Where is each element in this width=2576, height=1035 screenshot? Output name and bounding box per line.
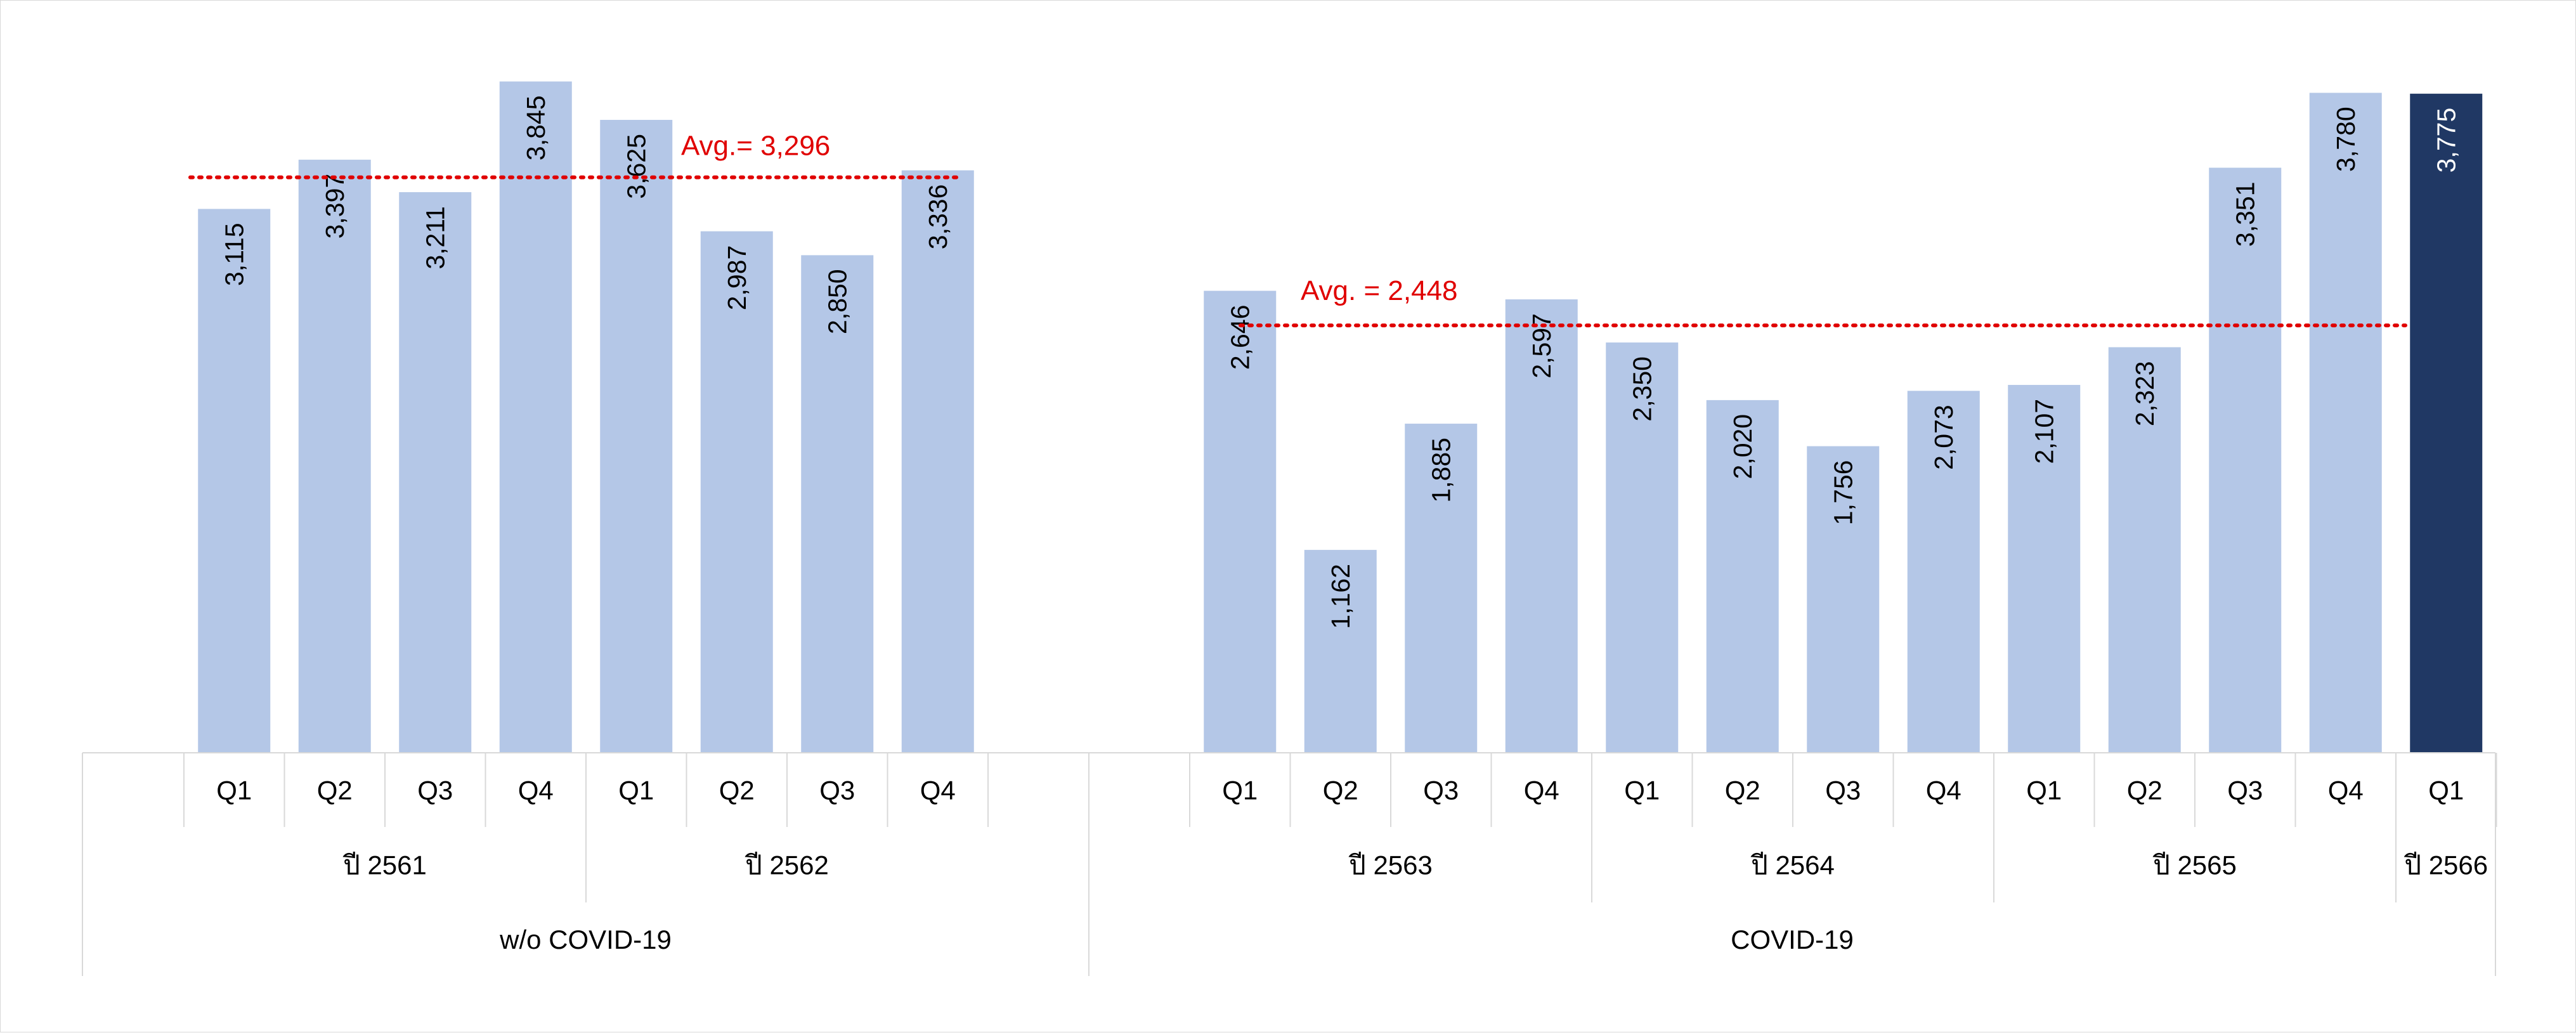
year-label: ปี 2566 [2404, 850, 2488, 880]
bar [499, 81, 572, 753]
bar [1405, 424, 1478, 753]
bar-value-label: 1,162 [1326, 564, 1355, 629]
bar-value-label: 3,336 [923, 185, 953, 250]
bar-value-label: 2,073 [1929, 405, 1958, 470]
bar-value-label: 3,211 [420, 206, 450, 270]
bar [901, 170, 974, 753]
bar [2209, 167, 2282, 753]
bar [198, 209, 271, 753]
period-label: COVID-19 [1731, 925, 1854, 954]
bar [700, 231, 773, 753]
bar [2008, 384, 2081, 753]
bar [1807, 446, 1880, 753]
average-label: Avg.= 3,296 [681, 131, 830, 162]
bar [600, 120, 673, 753]
average-lines-group: Avg.= 3,296 Avg. = 2,448 [188, 131, 2407, 328]
bar [1606, 342, 1679, 753]
year-label: ปี 2563 [1348, 850, 1433, 880]
quarter-tick-label: Q1 [1222, 776, 1258, 805]
bar-value-label: 2,350 [1627, 356, 1656, 422]
bar-value-label: 1,885 [1426, 438, 1455, 503]
bar-value-label: 2,646 [1225, 305, 1254, 370]
bar-value-label: 2,850 [823, 269, 852, 334]
bar-value-label: 3,115 [219, 223, 249, 286]
bars-group: 3,115 3,397 3,211 3,845 3,625 2,987 2,850 3,336… [198, 81, 2483, 753]
bar-value-label: 3,775 [2431, 108, 2461, 173]
average-label: Avg. = 2,448 [1301, 275, 1458, 306]
quarter-tick-label: Q1 [216, 776, 252, 805]
quarter-tick-label: Q1 [2428, 776, 2464, 805]
bar-value-label: 1,756 [1828, 460, 1857, 526]
bar [1505, 299, 1578, 753]
quarter-tick-label: Q1 [618, 776, 654, 805]
quarter-tick-label: Q3 [1423, 776, 1459, 805]
bar-value-label: 2,107 [2029, 399, 2059, 464]
quarter-tick-label: Q4 [920, 776, 956, 805]
quarter-tick-label: Q2 [2127, 776, 2163, 805]
quarter-tick-label: Q3 [819, 776, 855, 805]
year-label: ปี 2562 [745, 850, 829, 880]
quarter-tick-label: Q3 [2227, 776, 2263, 805]
bar-value-label: 3,780 [2331, 107, 2360, 172]
quarter-tick-label: Q3 [417, 776, 453, 805]
quarter-tick-label: Q2 [317, 776, 353, 805]
bar-value-label: 3,351 [2230, 181, 2260, 247]
year-label: ปี 2564 [1750, 850, 1835, 880]
bar-value-label: 2,020 [1728, 414, 1757, 479]
bar-value-label: 2,323 [2130, 361, 2159, 426]
quarter-tick-label: Q4 [2328, 776, 2364, 805]
bar [298, 159, 371, 753]
bar [2309, 93, 2382, 753]
quarter-tick-label: Q3 [1825, 776, 1861, 805]
bar [1304, 550, 1377, 753]
bar [2108, 347, 2181, 753]
quarter-tick-label: Q4 [518, 776, 554, 805]
bar-value-label: 3,397 [320, 174, 349, 239]
quarter-tick-label: Q1 [2026, 776, 2062, 805]
bar [1907, 391, 1980, 753]
quarter-tick-label: Q4 [1524, 776, 1559, 805]
bar-value-label: 2,987 [722, 245, 751, 311]
quarter-tick-label: Q1 [1624, 776, 1660, 805]
quarter-tick-label: Q4 [1926, 776, 1961, 805]
year-label: ปี 2561 [342, 850, 427, 880]
quarter-tick-label: Q2 [1323, 776, 1358, 805]
category-axis-group: Q1 Q2 Q3 Q4 Q1 Q2 Q3 Q4 Q1 Q2 Q3 Q4 Q1 Q2 Q3 Q4 Q1 Q2 Q3 Q4… [82, 752, 2497, 976]
period-label: w/o COVID-19 [499, 925, 672, 954]
quarter-tick-label: Q2 [719, 776, 755, 805]
bar [2410, 93, 2483, 753]
bar [1204, 290, 1277, 753]
quarter-tick-label: Q2 [1725, 776, 1760, 805]
bar-value-label: 2,597 [1527, 313, 1556, 379]
bar [801, 255, 874, 753]
bar-value-label: 3,845 [521, 95, 550, 160]
bar [399, 192, 472, 753]
year-label: ปี 2565 [2152, 850, 2237, 880]
bar [1706, 400, 1779, 753]
bar-value-label: 3,625 [621, 134, 651, 199]
